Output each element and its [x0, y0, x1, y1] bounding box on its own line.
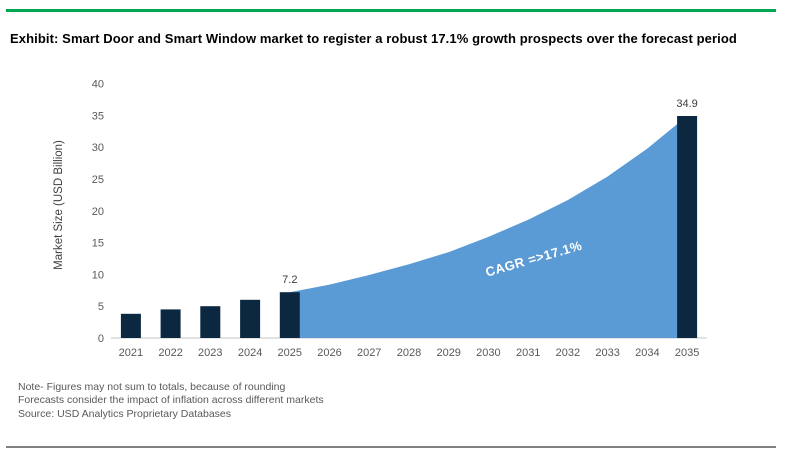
x-tick-2029: 2029: [436, 347, 460, 359]
y-axis-title: Market Size (USD Billion): [53, 140, 65, 270]
x-tick-2024: 2024: [238, 347, 262, 359]
y-tick-20: 20: [92, 206, 104, 218]
footnote-inflation: Forecasts consider the impact of inflati…: [18, 394, 324, 407]
x-tick-2035: 2035: [675, 347, 699, 359]
y-tick-5: 5: [98, 301, 104, 313]
y-tick-15: 15: [92, 238, 104, 250]
y-tick-30: 30: [92, 142, 104, 154]
forecast-area-series: [289, 116, 688, 338]
y-tick-35: 35: [92, 110, 104, 122]
x-tick-2034: 2034: [635, 347, 659, 359]
bar-2022: [160, 309, 181, 338]
x-tick-2026: 2026: [317, 347, 341, 359]
x-tick-2022: 2022: [158, 347, 182, 359]
y-tick-10: 10: [92, 269, 104, 281]
x-tick-2033: 2033: [595, 347, 619, 359]
exhibit-title: Exhibit: Smart Door and Smart Window mar…: [10, 31, 737, 46]
x-tick-2021: 2021: [119, 347, 143, 359]
top-accent-rule: [6, 9, 776, 12]
bar-2023: [200, 306, 221, 338]
x-tick-2032: 2032: [556, 347, 580, 359]
y-tick-0: 0: [98, 333, 104, 345]
bar-2025: [279, 292, 300, 338]
x-tick-2031: 2031: [516, 347, 540, 359]
bar-2021: [120, 313, 141, 338]
y-tick-40: 40: [92, 79, 104, 91]
y-tick-25: 25: [92, 174, 104, 186]
x-tick-2023: 2023: [198, 347, 222, 359]
footnote-source: Source: USD Analytics Proprietary Databa…: [18, 407, 232, 420]
bar-2035: [677, 116, 698, 338]
x-tick-2027: 2027: [357, 347, 381, 359]
footnotes: Note- Figures may not sum to totals, bec…: [18, 381, 618, 421]
bar-2024: [240, 299, 261, 338]
x-tick-2028: 2028: [397, 347, 421, 359]
x-tick-2025: 2025: [278, 347, 302, 359]
x-tick-2030: 2030: [476, 347, 500, 359]
footnote-rounding: Note- Figures may not sum to totals, bec…: [18, 381, 286, 393]
value-label-2035: 34.9: [676, 98, 697, 110]
bottom-rule: [6, 446, 776, 448]
value-label-2025: 7.2: [282, 274, 297, 286]
